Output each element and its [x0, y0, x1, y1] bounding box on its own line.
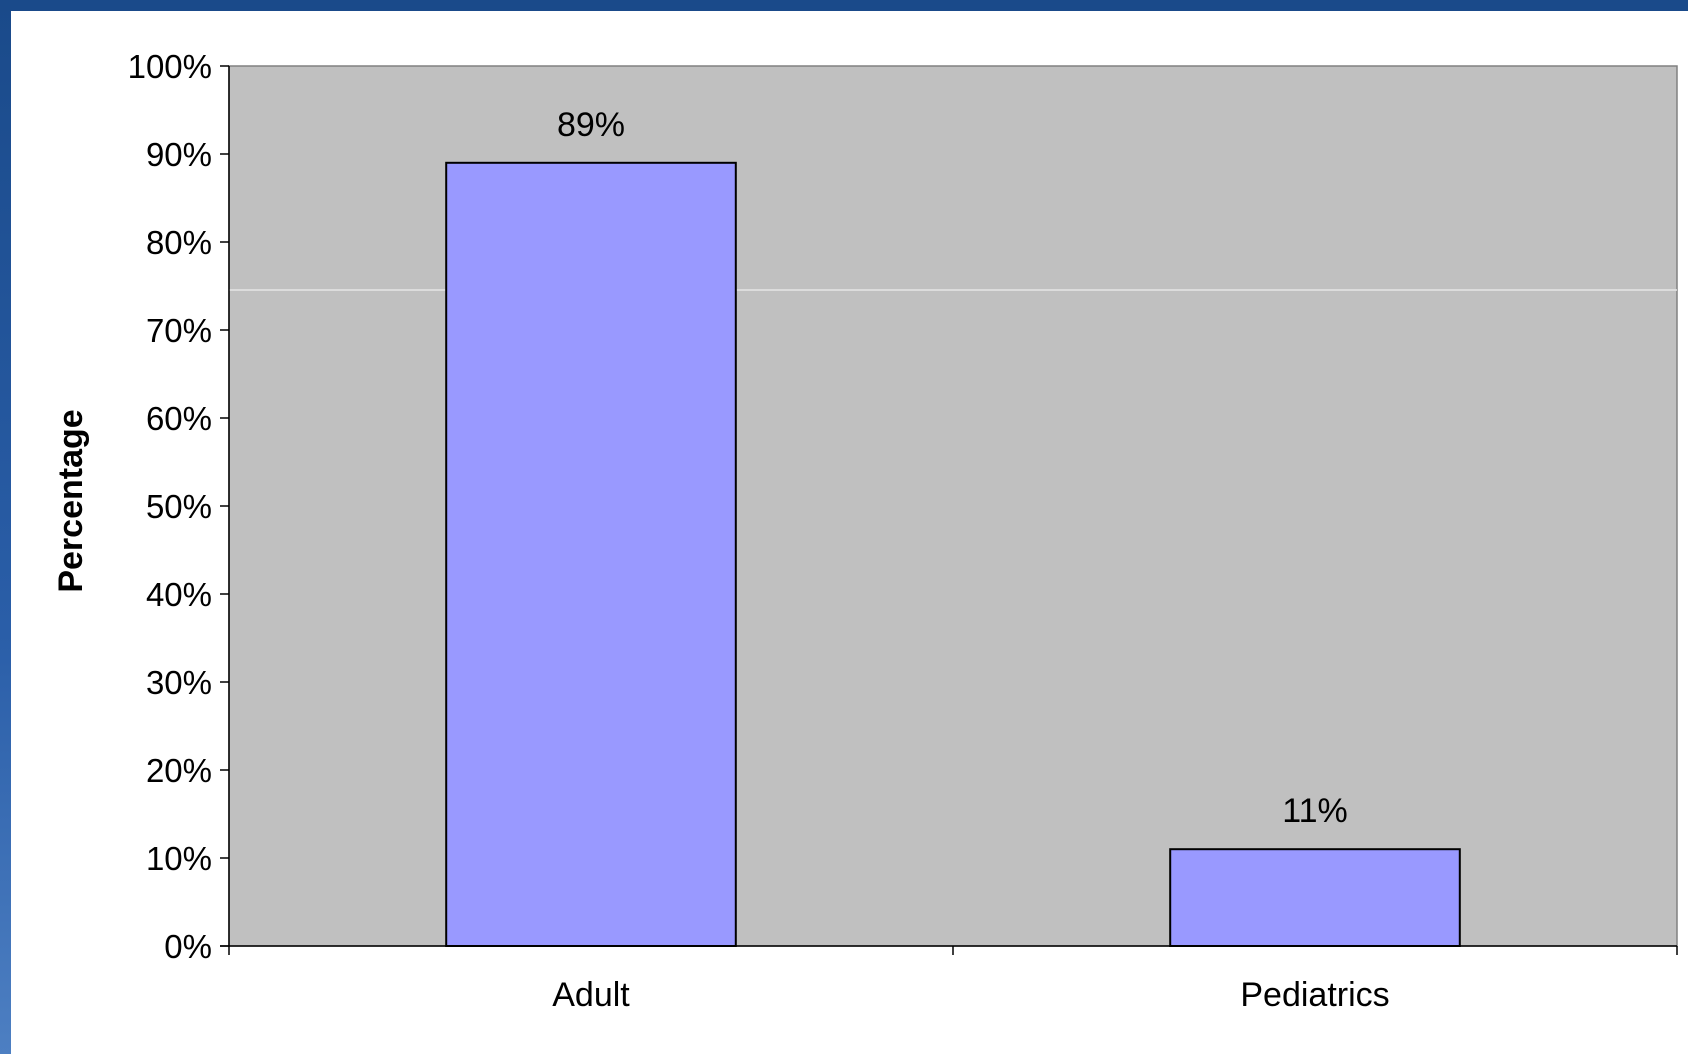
- bar-chart: 0% 10% 20% 30% 40% 50% 60% 70% 80% 90% 100% 89% Adu…: [52, 48, 1678, 1014]
- y-tick-label: 80%: [146, 224, 212, 261]
- x-category-label-adult: Adult: [552, 976, 630, 1014]
- y-tick-label: 100%: [128, 48, 212, 85]
- x-category-label-pediatrics: Pediatrics: [1240, 976, 1389, 1014]
- chart-area: 0% 10% 20% 30% 40% 50% 60% 70% 80% 90% 100% 89% Adu…: [11, 11, 1688, 1054]
- y-tick-label: 90%: [146, 136, 212, 173]
- x-axis: [220, 945, 1678, 955]
- bar-adult: [445, 161, 737, 948]
- y-tick-label: 70%: [146, 312, 212, 349]
- y-axis-title: Percentage: [52, 409, 90, 592]
- y-tick-label: 50%: [146, 488, 212, 525]
- data-label-adult: 89%: [557, 106, 625, 144]
- y-tick-label: 0%: [164, 928, 212, 965]
- y-tick-label: 60%: [146, 400, 212, 437]
- y-axis: 0% 10% 20% 30% 40% 50% 60% 70% 80% 90% 100%: [128, 48, 230, 965]
- bar-pediatrics: [1169, 848, 1461, 948]
- data-label-pediatrics: 11%: [1282, 792, 1348, 830]
- bars: 89% Adult 11% Pediatrics: [445, 106, 1461, 1014]
- y-tick-label: 30%: [146, 664, 212, 701]
- y-tick-label: 20%: [146, 752, 212, 789]
- y-tick-label: 40%: [146, 576, 212, 613]
- y-tick-label: 10%: [146, 840, 212, 877]
